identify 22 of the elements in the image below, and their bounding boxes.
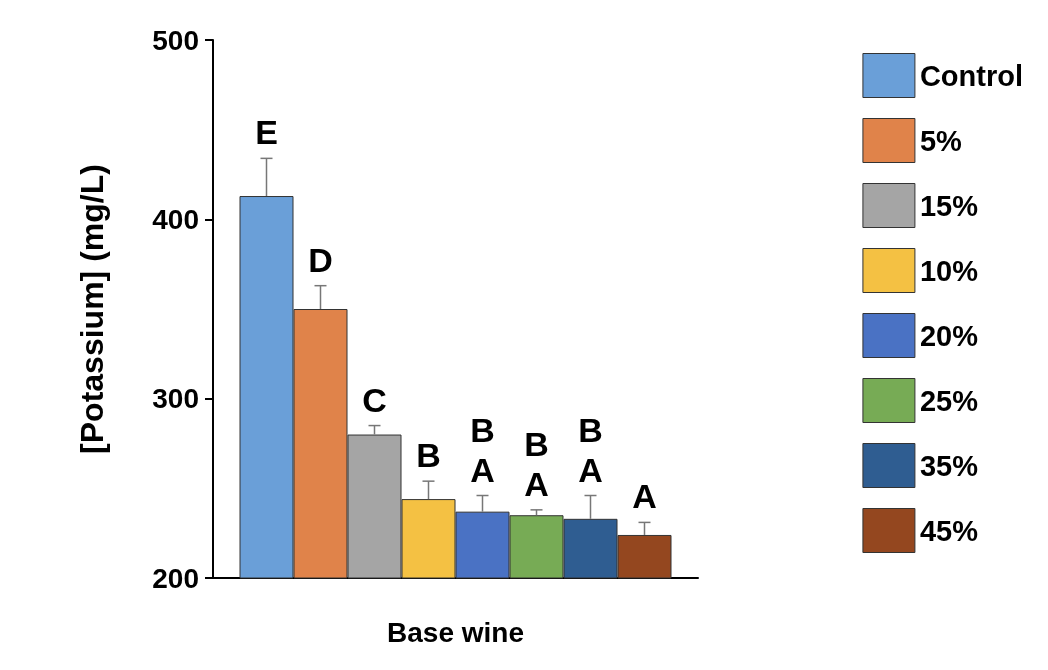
data-label: B A [524,424,549,503]
data-label: C [362,380,387,419]
data-label: B A [578,410,603,489]
y-axis-title: [Potassium] (mg/L) [74,164,110,454]
y-tick-label: 500 [152,24,199,56]
legend-label: Control [919,59,1024,92]
legend-label: 15% [919,189,979,222]
data-label: E [255,113,278,152]
y-tick-label: 200 [152,562,199,594]
y-tick-label: 400 [152,203,199,235]
legend-label: 35% [919,449,979,482]
data-label: B A [470,410,495,489]
legend-label: 10% [919,254,979,287]
y-tick-label: 300 [152,383,199,415]
data-label: A [632,477,657,516]
x-axis-title: Base wine [387,616,524,648]
legend-label: 25% [919,384,979,417]
legend-label: 20% [919,319,979,352]
legend-label: 45% [919,514,979,547]
legend-label: 5% [919,124,963,157]
data-label: D [308,240,333,279]
data-label: B [416,436,441,475]
